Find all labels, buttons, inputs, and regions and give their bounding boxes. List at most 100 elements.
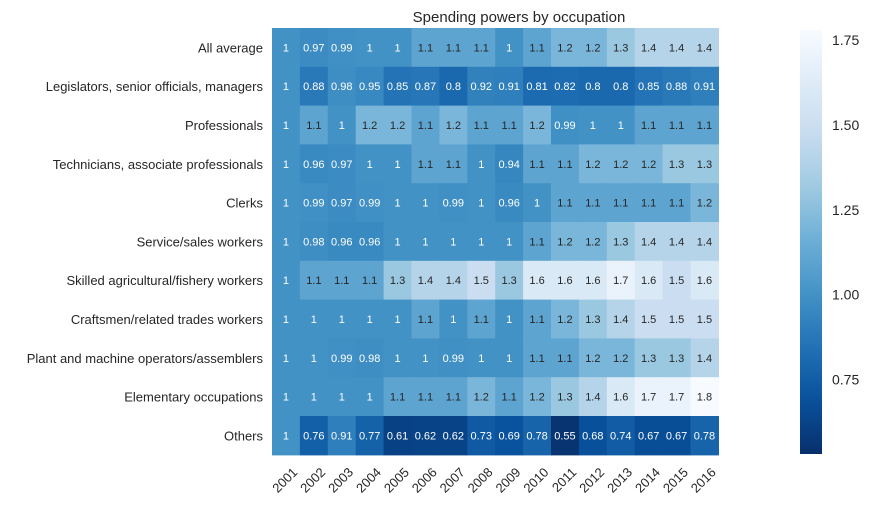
cell-value-label: 1.5 <box>474 275 489 287</box>
cell-value-label: 1.4 <box>697 236 712 248</box>
heatmap-cell <box>411 183 440 223</box>
cell-value-label: 0.99 <box>359 198 380 210</box>
heatmap-cell <box>467 222 496 262</box>
row-label: Clerks <box>226 196 263 211</box>
cell-value-label: 0.68 <box>582 430 603 442</box>
heatmap-cell <box>551 377 580 417</box>
cell-value-label: 1.5 <box>697 314 712 326</box>
heatmap-cell <box>523 416 552 456</box>
heatmap-cell <box>355 183 385 223</box>
cell-value-label: 1.3 <box>613 42 628 54</box>
heatmap-cell <box>467 338 496 378</box>
cell-value-label: 1 <box>422 353 428 365</box>
heatmap-cell <box>272 183 301 223</box>
heatmap-cell <box>355 260 385 301</box>
column-label: 2006 <box>409 465 440 496</box>
column-label: 2010 <box>520 465 551 496</box>
cell-value-label: 1.4 <box>585 392 600 404</box>
heatmap-cell <box>495 105 524 145</box>
heatmap-cell <box>467 416 496 456</box>
cell-value-label: 1.1 <box>306 120 321 132</box>
cell-value-label: 0.91 <box>498 81 519 93</box>
heatmap-cell <box>299 222 329 262</box>
cell-value-label: 1 <box>283 430 289 442</box>
heatmap-cell <box>439 183 468 223</box>
heatmap-cell <box>523 377 552 417</box>
heatmap-cell <box>383 416 413 456</box>
heatmap-cell <box>578 28 608 68</box>
heatmap-cell <box>662 338 692 378</box>
cell-value-label: 0.77 <box>359 430 380 442</box>
column-label: 2016 <box>688 465 719 496</box>
cell-value-label: 1 <box>478 198 484 210</box>
cell-value-label: 1.1 <box>446 42 461 54</box>
cell-value-label: 1 <box>450 314 456 326</box>
heatmap-cell <box>467 299 496 339</box>
heatmap-cell <box>439 222 468 262</box>
heatmap-cells: 1 0.97 0.99 1 1 1.1 1.1 1.1 1 1.1 1.2 1.2 1.3 1.4 1.4 1… <box>272 28 719 456</box>
heatmap-cell <box>578 183 608 223</box>
cell-value-label: 1 <box>590 120 596 132</box>
cell-value-label: 0.78 <box>526 430 547 442</box>
cell-value-label: 1.6 <box>529 275 544 287</box>
cell-value-label: 1.1 <box>474 42 489 54</box>
cell-value-label: 0.8 <box>613 81 628 93</box>
cell-value-label: 1.1 <box>529 42 544 54</box>
heatmap-cell <box>662 66 692 107</box>
heatmap-cell <box>383 260 413 301</box>
cell-value-label: 1.2 <box>557 236 572 248</box>
cell-value-label: 0.91 <box>694 81 715 93</box>
heatmap-cell <box>272 416 301 456</box>
cell-value-label: 1.2 <box>641 159 656 171</box>
heatmap-cell <box>355 338 385 378</box>
cell-value-label: 1.2 <box>613 159 628 171</box>
heatmap-cell <box>355 416 385 456</box>
cell-value-label: 0.97 <box>303 42 324 54</box>
row-label: Plant and machine operators/assemblers <box>27 351 264 366</box>
heatmap-cell <box>495 144 524 184</box>
heatmap-cell <box>272 377 301 417</box>
heatmap-cell <box>439 28 468 68</box>
heatmap-cell <box>662 105 692 145</box>
heatmap-cell <box>578 66 608 107</box>
row-label: Professionals <box>185 118 264 133</box>
column-label: 2003 <box>325 465 356 496</box>
cell-value-label: 0.97 <box>331 159 352 171</box>
heatmap-cell <box>383 377 413 417</box>
heatmap-cell <box>606 28 636 68</box>
heatmap-cell <box>662 222 692 262</box>
heatmap-cell <box>606 260 636 301</box>
heatmap-cell <box>272 28 301 68</box>
cell-value-label: 1.3 <box>613 236 628 248</box>
heatmap-cell <box>606 66 636 107</box>
cell-value-label: 1.1 <box>529 353 544 365</box>
heatmap-cell <box>495 222 524 262</box>
cell-value-label: 1 <box>422 198 428 210</box>
heatmap-cell <box>272 260 301 301</box>
cell-value-label: 1.5 <box>669 314 684 326</box>
cell-value-label: 0.76 <box>303 430 324 442</box>
cell-value-label: 1 <box>506 236 512 248</box>
heatmap-cell <box>383 144 413 184</box>
heatmap-cell <box>299 28 329 68</box>
cell-value-label: 1 <box>283 120 289 132</box>
heatmap-cell <box>634 416 664 456</box>
heatmap-cell <box>662 144 692 184</box>
heatmap-cell <box>690 105 719 145</box>
cell-value-label: 0.74 <box>610 430 631 442</box>
heatmap-cell <box>467 144 496 184</box>
heatmap-cell <box>634 377 664 417</box>
heatmap-cell <box>411 66 440 107</box>
cell-value-label: 1.4 <box>613 314 628 326</box>
cell-value-label: 1.2 <box>390 120 405 132</box>
cell-value-label: 1 <box>283 275 289 287</box>
cell-value-label: 1.1 <box>557 198 572 210</box>
heatmap-cell <box>551 338 580 378</box>
heatmap-cell <box>355 222 385 262</box>
heatmap-cell <box>327 338 357 378</box>
heatmap-cell <box>662 28 692 68</box>
heatmap-cell <box>662 416 692 456</box>
cell-value-label: 1.3 <box>502 275 517 287</box>
cell-value-label: 1.4 <box>418 275 433 287</box>
cell-value-label: 0.73 <box>471 430 492 442</box>
